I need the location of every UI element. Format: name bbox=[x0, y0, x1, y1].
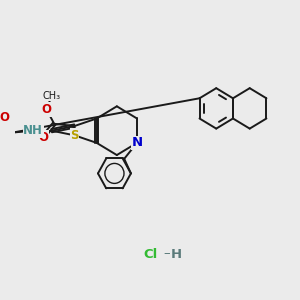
Text: H: H bbox=[171, 248, 182, 260]
Text: S: S bbox=[70, 129, 79, 142]
Text: N: N bbox=[131, 136, 142, 149]
Text: O: O bbox=[42, 103, 52, 116]
Text: Cl: Cl bbox=[144, 248, 158, 260]
Text: O: O bbox=[0, 111, 10, 124]
Text: CH₃: CH₃ bbox=[43, 91, 61, 100]
Text: –: – bbox=[163, 248, 170, 260]
Text: O: O bbox=[38, 131, 48, 144]
Text: NH: NH bbox=[23, 124, 43, 137]
